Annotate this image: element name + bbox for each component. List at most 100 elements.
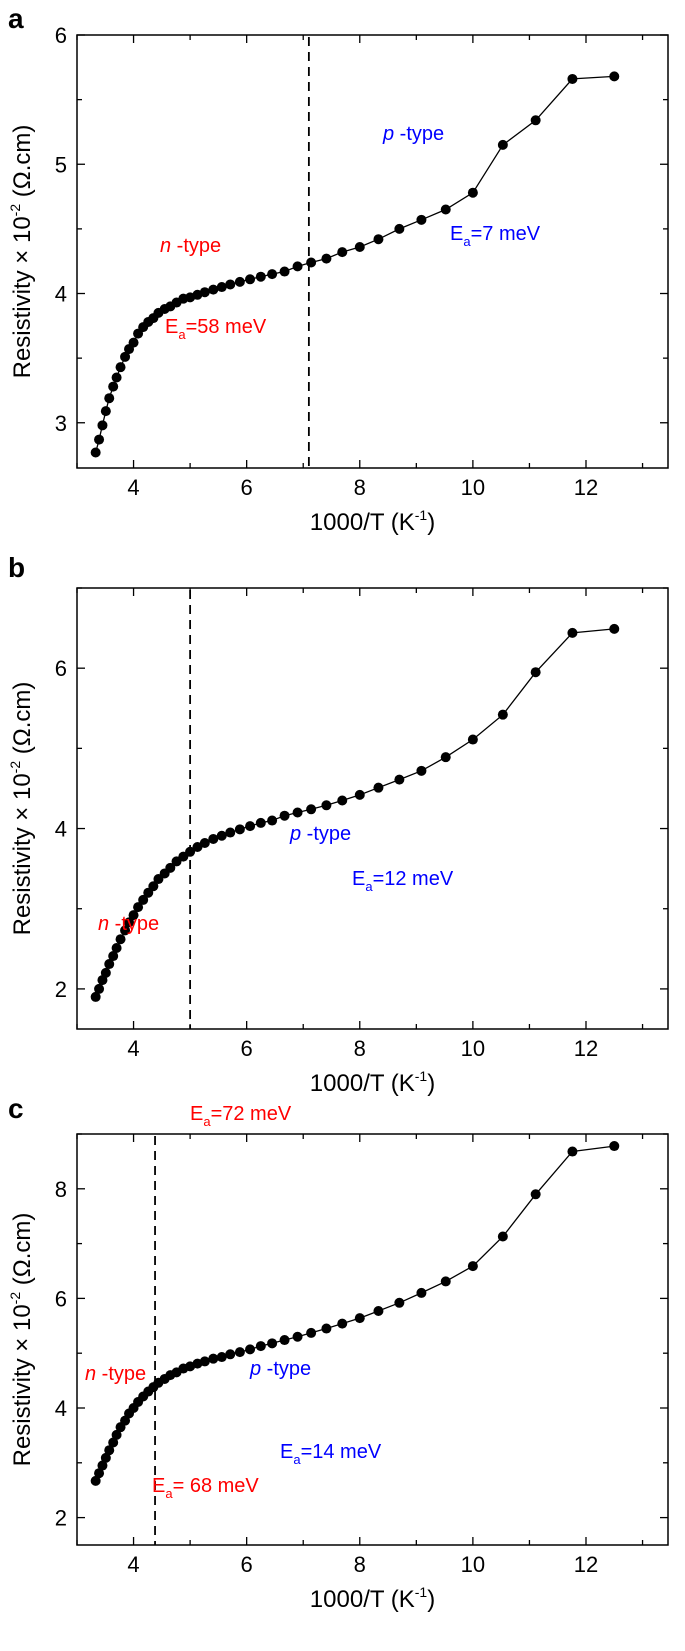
data-point bbox=[208, 833, 219, 844]
data-point bbox=[111, 372, 122, 383]
data-point bbox=[94, 983, 105, 994]
data-point bbox=[208, 1353, 219, 1364]
x-tick-label: 6 bbox=[241, 1036, 253, 1061]
data-point bbox=[104, 959, 115, 970]
data-point bbox=[97, 420, 108, 431]
data-point bbox=[337, 1318, 348, 1329]
data-point bbox=[128, 337, 139, 348]
data-point bbox=[104, 1445, 115, 1456]
y-tick-label: 6 bbox=[55, 656, 67, 681]
ea-subscript: a bbox=[178, 327, 186, 342]
p-type-label: p -type bbox=[289, 823, 351, 845]
panel-label: a bbox=[8, 3, 24, 34]
data-point bbox=[354, 789, 365, 800]
n-type-label: n -type bbox=[160, 235, 221, 257]
data-point bbox=[530, 115, 541, 126]
x-axis-title: 1000/T (K-1) bbox=[310, 1068, 435, 1097]
data-point bbox=[148, 881, 159, 892]
data-point bbox=[234, 1347, 245, 1358]
n-ea-activation-energy: Ea=72 meV bbox=[190, 1103, 292, 1129]
x-tick-label: 10 bbox=[461, 1036, 485, 1061]
data-point bbox=[440, 752, 451, 763]
y-axis-title-sup: -2 bbox=[7, 1292, 23, 1305]
data-point bbox=[497, 709, 508, 720]
data-point bbox=[530, 1189, 541, 1200]
data-point bbox=[292, 1331, 303, 1342]
data-point bbox=[416, 765, 427, 776]
x-tick-label: 4 bbox=[127, 1552, 139, 1577]
y-axis-title-main: Resistivity × 10 bbox=[9, 1304, 36, 1466]
data-point bbox=[128, 910, 139, 921]
data-point bbox=[394, 223, 405, 234]
panel-label: b bbox=[8, 552, 25, 583]
ea-value: = 68 meV bbox=[173, 1475, 260, 1497]
data-point bbox=[292, 807, 303, 818]
panel-c: c 4 6 8 10 12 2 4 6 8 1000/T (K-1) Resistivity × 10… bbox=[7, 1093, 669, 1613]
data-point bbox=[354, 241, 365, 252]
data-point bbox=[279, 266, 290, 277]
data-point bbox=[165, 862, 176, 873]
y-tick-label: 4 bbox=[55, 282, 67, 307]
p-type-label: p -type bbox=[382, 123, 444, 145]
ea-subscript: a bbox=[203, 1114, 211, 1129]
data-point bbox=[90, 991, 101, 1002]
data-point bbox=[337, 247, 348, 258]
type-letter: p bbox=[289, 823, 301, 845]
data-point bbox=[208, 284, 219, 295]
data-point bbox=[609, 1141, 620, 1152]
ea-symbol: E bbox=[165, 316, 178, 338]
data-point bbox=[267, 269, 278, 280]
p-ea-activation-energy: Ea=12 meV bbox=[352, 868, 454, 894]
x-axis-title-main: 1000/T (K bbox=[310, 1070, 415, 1097]
data-point bbox=[321, 800, 332, 811]
data-point bbox=[321, 1323, 332, 1334]
x-axis-title-main: 1000/T (K bbox=[310, 1586, 415, 1613]
data-point bbox=[567, 73, 578, 84]
y-axis-title-main: Resistivity × 10 bbox=[9, 216, 36, 378]
p-type-label: p -type bbox=[249, 1358, 311, 1380]
type-letter: n bbox=[85, 1363, 96, 1385]
x-axis-title-sup: -1 bbox=[415, 1068, 428, 1084]
data-point bbox=[90, 447, 101, 458]
y-axis-title-sup: -2 bbox=[7, 761, 23, 774]
data-point bbox=[609, 623, 620, 634]
ea-subscript: a bbox=[293, 1452, 301, 1467]
x-axis-title-end: ) bbox=[427, 509, 435, 536]
y-tick-label: 4 bbox=[55, 1396, 67, 1421]
data-point bbox=[138, 894, 149, 905]
x-tick-label: 8 bbox=[354, 1036, 366, 1061]
data-point bbox=[467, 187, 478, 198]
data-point bbox=[245, 1344, 256, 1355]
data-point bbox=[567, 1146, 578, 1157]
y-axis-title-main: Resistivity × 10 bbox=[9, 773, 36, 935]
data-point bbox=[306, 804, 317, 815]
n-ea-activation-energy: Ea=58 meV bbox=[165, 316, 267, 342]
data-point bbox=[199, 837, 210, 848]
data-point bbox=[609, 71, 620, 82]
ea-value: =72 meV bbox=[211, 1103, 292, 1125]
data-point bbox=[416, 1287, 427, 1298]
plot-frame bbox=[76, 34, 669, 469]
data-point bbox=[90, 1475, 101, 1486]
data-point bbox=[245, 821, 256, 832]
x-tick-label: 10 bbox=[461, 475, 485, 500]
data-point bbox=[255, 1341, 266, 1352]
ea-subscript: a bbox=[463, 234, 471, 249]
y-tick-label: 3 bbox=[55, 411, 67, 436]
ea-value: =14 meV bbox=[301, 1441, 382, 1463]
plot-frame bbox=[76, 1133, 669, 1546]
x-axis-title-end: ) bbox=[427, 1586, 435, 1613]
ea-symbol: E bbox=[352, 868, 365, 890]
ea-symbol: E bbox=[450, 223, 463, 245]
data-point bbox=[373, 1306, 384, 1317]
x-tick-label: 10 bbox=[461, 1552, 485, 1577]
data-point bbox=[108, 381, 119, 392]
y-axis-title: Resistivity × 10-2 (Ω.cm) bbox=[7, 125, 36, 379]
type-letter: n bbox=[98, 913, 109, 935]
data-point bbox=[94, 1468, 105, 1479]
y-tick-label: 6 bbox=[55, 1286, 67, 1311]
data-point bbox=[100, 967, 111, 978]
x-tick-label: 8 bbox=[354, 1552, 366, 1577]
data-point bbox=[108, 951, 119, 962]
